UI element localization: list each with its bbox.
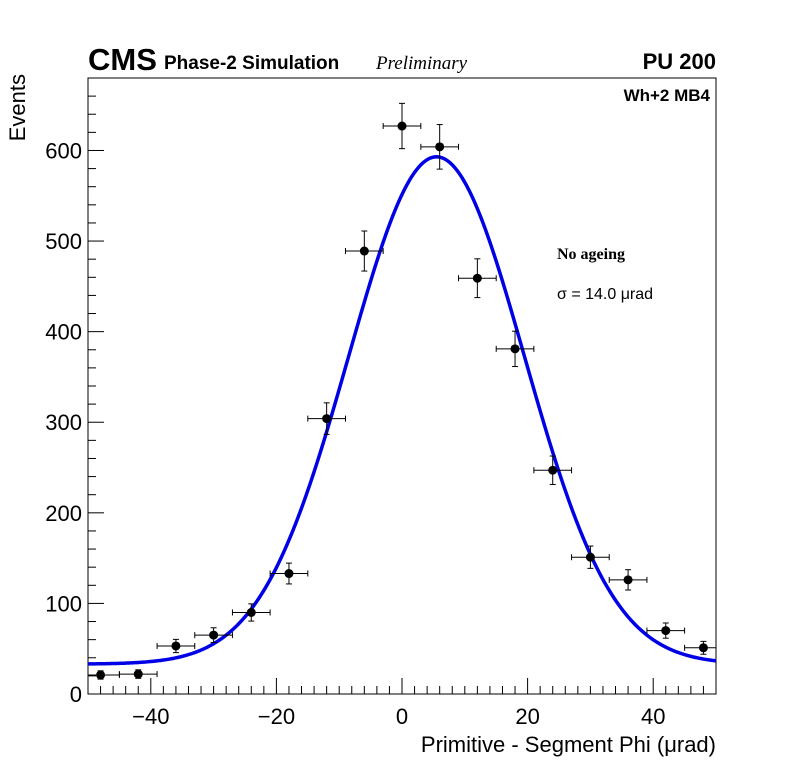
data-point <box>269 562 309 585</box>
data-marker <box>171 641 181 651</box>
data-point <box>420 124 460 170</box>
y-tick-label: 300 <box>45 410 82 435</box>
data-point <box>495 330 535 368</box>
data-marker <box>133 669 143 679</box>
data-point <box>194 627 233 643</box>
y-axis-title: Events <box>5 74 30 141</box>
data-point <box>344 230 384 272</box>
y-tick-label: 600 <box>45 138 82 163</box>
data-point <box>118 669 158 679</box>
x-tick-label: −20 <box>258 704 295 729</box>
region-label: Wh+2 MB4 <box>624 86 711 105</box>
data-point <box>307 402 346 435</box>
data-marker <box>397 121 407 131</box>
y-tick-label: 0 <box>70 682 82 707</box>
data-marker <box>284 569 294 579</box>
data-point <box>646 622 686 639</box>
data-point <box>458 258 497 299</box>
data-point <box>608 569 648 591</box>
annotation-sigma: σ = 14.0 μrad <box>557 286 653 303</box>
x-tick-label: 0 <box>396 704 408 729</box>
y-tick-label: 400 <box>45 320 82 345</box>
x-tick-label: 20 <box>515 704 539 729</box>
data-marker <box>246 607 256 617</box>
y-tick-label: 200 <box>45 501 82 526</box>
fit-curve-group <box>87 155 717 666</box>
data-point <box>382 102 422 150</box>
x-tick-label: 40 <box>641 704 665 729</box>
data-marker <box>698 643 708 653</box>
pileup-label: PU 200 <box>643 49 716 74</box>
fit-curve <box>87 155 717 666</box>
data-marker <box>585 552 595 562</box>
data-point <box>684 640 717 655</box>
data-marker <box>548 465 558 475</box>
data-marker <box>661 626 671 636</box>
data-points-group <box>87 102 717 680</box>
annotation-title: No ageing <box>557 246 625 263</box>
data-marker <box>359 246 369 256</box>
data-point <box>231 603 271 622</box>
data-point <box>87 670 120 680</box>
cms-label: CMS <box>88 42 157 77</box>
data-marker <box>510 344 520 354</box>
data-marker <box>96 670 106 680</box>
simulation-label: Phase-2 Simulation <box>164 53 339 74</box>
x-tick-label: −40 <box>132 704 169 729</box>
data-marker <box>209 630 219 640</box>
data-point <box>156 638 196 654</box>
data-point <box>533 455 573 485</box>
data-marker <box>322 414 332 424</box>
data-marker <box>472 273 482 283</box>
data-marker <box>435 142 445 152</box>
y-tick-label: 500 <box>45 229 82 254</box>
data-marker <box>623 575 633 585</box>
preliminary-label: Preliminary <box>375 53 468 74</box>
x-axis-title: Primitive - Segment Phi (μrad) <box>421 732 716 757</box>
data-point <box>571 545 610 569</box>
y-tick-label: 100 <box>45 591 82 616</box>
plot-frame <box>87 77 717 695</box>
